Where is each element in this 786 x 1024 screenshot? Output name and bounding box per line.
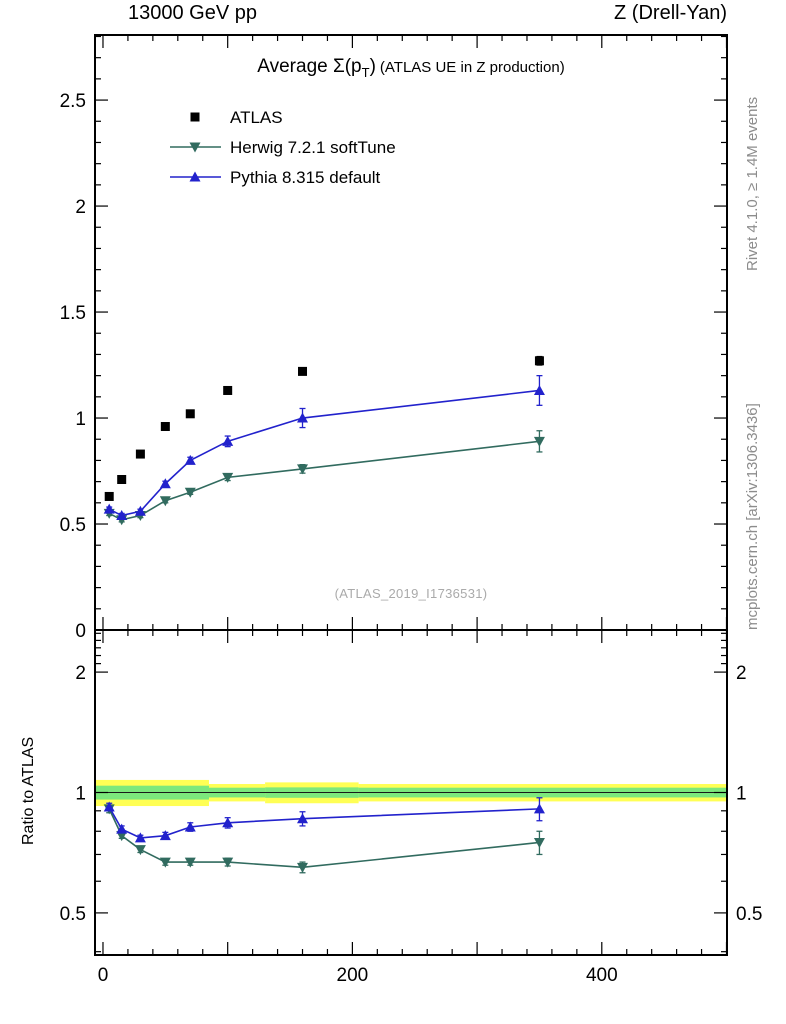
- uncertainty-bands: [95, 779, 727, 807]
- main-panel-frame: [94, 34, 728, 631]
- ratio-y-tick-label-left: 2: [75, 663, 86, 684]
- triangle-down-marker: [184, 487, 196, 498]
- triangle-up-marker: [116, 510, 128, 521]
- series-main-pythia-8-315-default: [103, 374, 545, 521]
- triangle-up-marker: [134, 505, 146, 516]
- triangle-down-marker: [116, 831, 128, 842]
- x-tick-label: 400: [586, 965, 618, 986]
- ratio-y-tick-label-right: 2: [736, 663, 747, 684]
- triangle-down-marker: [184, 857, 196, 868]
- ratio-y-tick-label-right: 0.5: [736, 904, 762, 925]
- ratio-y-tick-label-left: 0.5: [60, 904, 86, 925]
- series-line: [108, 440, 540, 521]
- legend-label: ATLAS: [230, 108, 283, 127]
- process-label: Z (Drell-Yan): [614, 2, 727, 24]
- square-marker: [185, 409, 195, 419]
- triangle-up-marker: [297, 813, 309, 824]
- title-note: (ATLAS UE in Z production): [379, 59, 565, 76]
- square-marker: [135, 449, 145, 459]
- main-y-tick-label: 0.5: [60, 515, 86, 536]
- triangle-down-marker: [533, 436, 545, 447]
- ratio-panel-frame: [94, 629, 728, 956]
- main-y-tick-label: 2.5: [60, 91, 86, 112]
- axis-tick-labels: 0 0.5 1 1.5 2 2.5 0 200 400 0.5 0.5 1 1 2 2: [60, 91, 763, 986]
- series-line: [108, 808, 540, 869]
- main-y-tick-label: 0: [75, 621, 86, 642]
- beam-energy-label: 13000 GeV pp: [128, 2, 257, 24]
- rivet-version-label: Rivet 4.1.0, ≥ 1.4M events: [744, 96, 761, 271]
- triangle-up-marker: [159, 478, 171, 489]
- analysis-watermark: (ATLAS_2019_I1736531): [334, 586, 488, 601]
- square-marker: [298, 366, 308, 376]
- legend-label: Herwig 7.2.1 softTune: [230, 138, 396, 157]
- triangle-up-marker: [159, 830, 171, 841]
- square-marker: [190, 112, 200, 122]
- main-y-tick-label: 1: [75, 409, 86, 430]
- title-main: Average Σ(p: [257, 56, 362, 77]
- legend-label: Pythia 8.315 default: [230, 168, 381, 187]
- ratio-axis-label: Ratio to ATLAS: [20, 736, 37, 845]
- series-line: [108, 389, 540, 517]
- triangle-up-marker: [103, 801, 115, 812]
- series-ratio-pythia-8-315-default: [103, 797, 545, 843]
- triangle-up-marker: [222, 817, 234, 828]
- triangle-down-marker: [222, 857, 234, 868]
- triangle-down-marker: [159, 857, 171, 868]
- mcplots-reference-label: mcplots.cern.ch [arXiv:1306.3436]: [744, 403, 761, 630]
- series-main-herwig-7-2-1-softtune: [103, 430, 545, 526]
- triangle-down-marker: [189, 142, 201, 153]
- triangle-up-marker: [116, 823, 128, 834]
- series-main-atlas: [104, 355, 544, 501]
- triangle-up-marker: [297, 412, 309, 423]
- ratio-y-tick-label-left: 1: [75, 784, 86, 805]
- square-marker: [160, 422, 170, 432]
- title-close: ): [369, 56, 376, 77]
- triangle-down-marker: [134, 845, 146, 856]
- square-marker: [223, 385, 233, 395]
- panel-frames: [94, 34, 728, 956]
- ratio-y-tick-label-right: 1: [736, 784, 747, 805]
- triangle-down-marker: [297, 862, 309, 873]
- main-y-tick-label: 1.5: [60, 303, 86, 324]
- triangle-down-marker: [533, 837, 545, 848]
- square-marker: [117, 475, 127, 485]
- title-subscript: T: [361, 64, 370, 80]
- triangle-up-marker: [533, 384, 545, 395]
- triangle-up-marker: [134, 832, 146, 843]
- square-marker: [104, 491, 114, 501]
- triangle-up-marker: [184, 454, 196, 465]
- x-tick-label: 200: [337, 965, 369, 986]
- legend: ATLAS Herwig 7.2.1 softTune Pythia 8.315 d…: [170, 108, 396, 187]
- triangle-up-marker: [184, 821, 196, 832]
- series-ratio-herwig-7-2-1-softtune: [103, 804, 545, 874]
- plot-title: Average Σ(pT) (ATLAS UE in Z production): [95, 56, 727, 80]
- triangle-up-marker: [222, 435, 234, 446]
- x-tick-label: 0: [98, 965, 109, 986]
- triangle-down-marker: [222, 472, 234, 483]
- triangle-up-marker: [103, 503, 115, 514]
- triangle-down-marker: [159, 496, 171, 507]
- triangle-up-marker: [189, 171, 201, 182]
- triangle-up-marker: [533, 803, 545, 814]
- triangle-down-marker: [297, 464, 309, 475]
- series-line: [108, 806, 540, 839]
- square-marker: [534, 356, 544, 366]
- main-y-tick-label: 2: [75, 197, 86, 218]
